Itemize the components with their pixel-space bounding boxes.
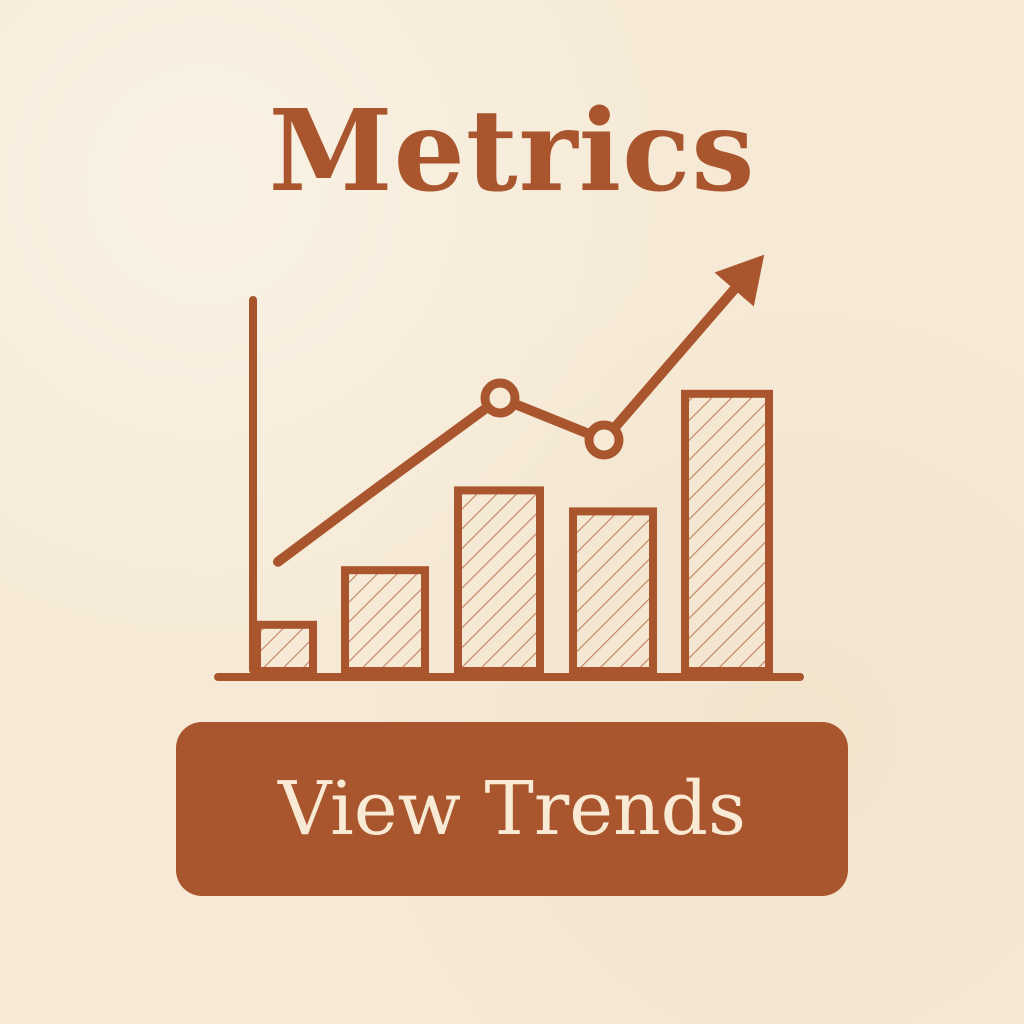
chart-bar [341, 566, 429, 676]
chart-bar [253, 620, 317, 675]
page-title: Metrics [268, 86, 756, 217]
chart-bar [454, 486, 544, 675]
bar-group [253, 389, 773, 676]
trend-points [480, 378, 624, 460]
chart-bar [569, 507, 657, 675]
trend-point-marker [584, 420, 624, 460]
view-trends-button[interactable]: View Trends [176, 722, 848, 896]
trend-arrow-head [714, 254, 765, 307]
chart-bar [681, 389, 773, 675]
trend-point-marker [480, 378, 520, 418]
